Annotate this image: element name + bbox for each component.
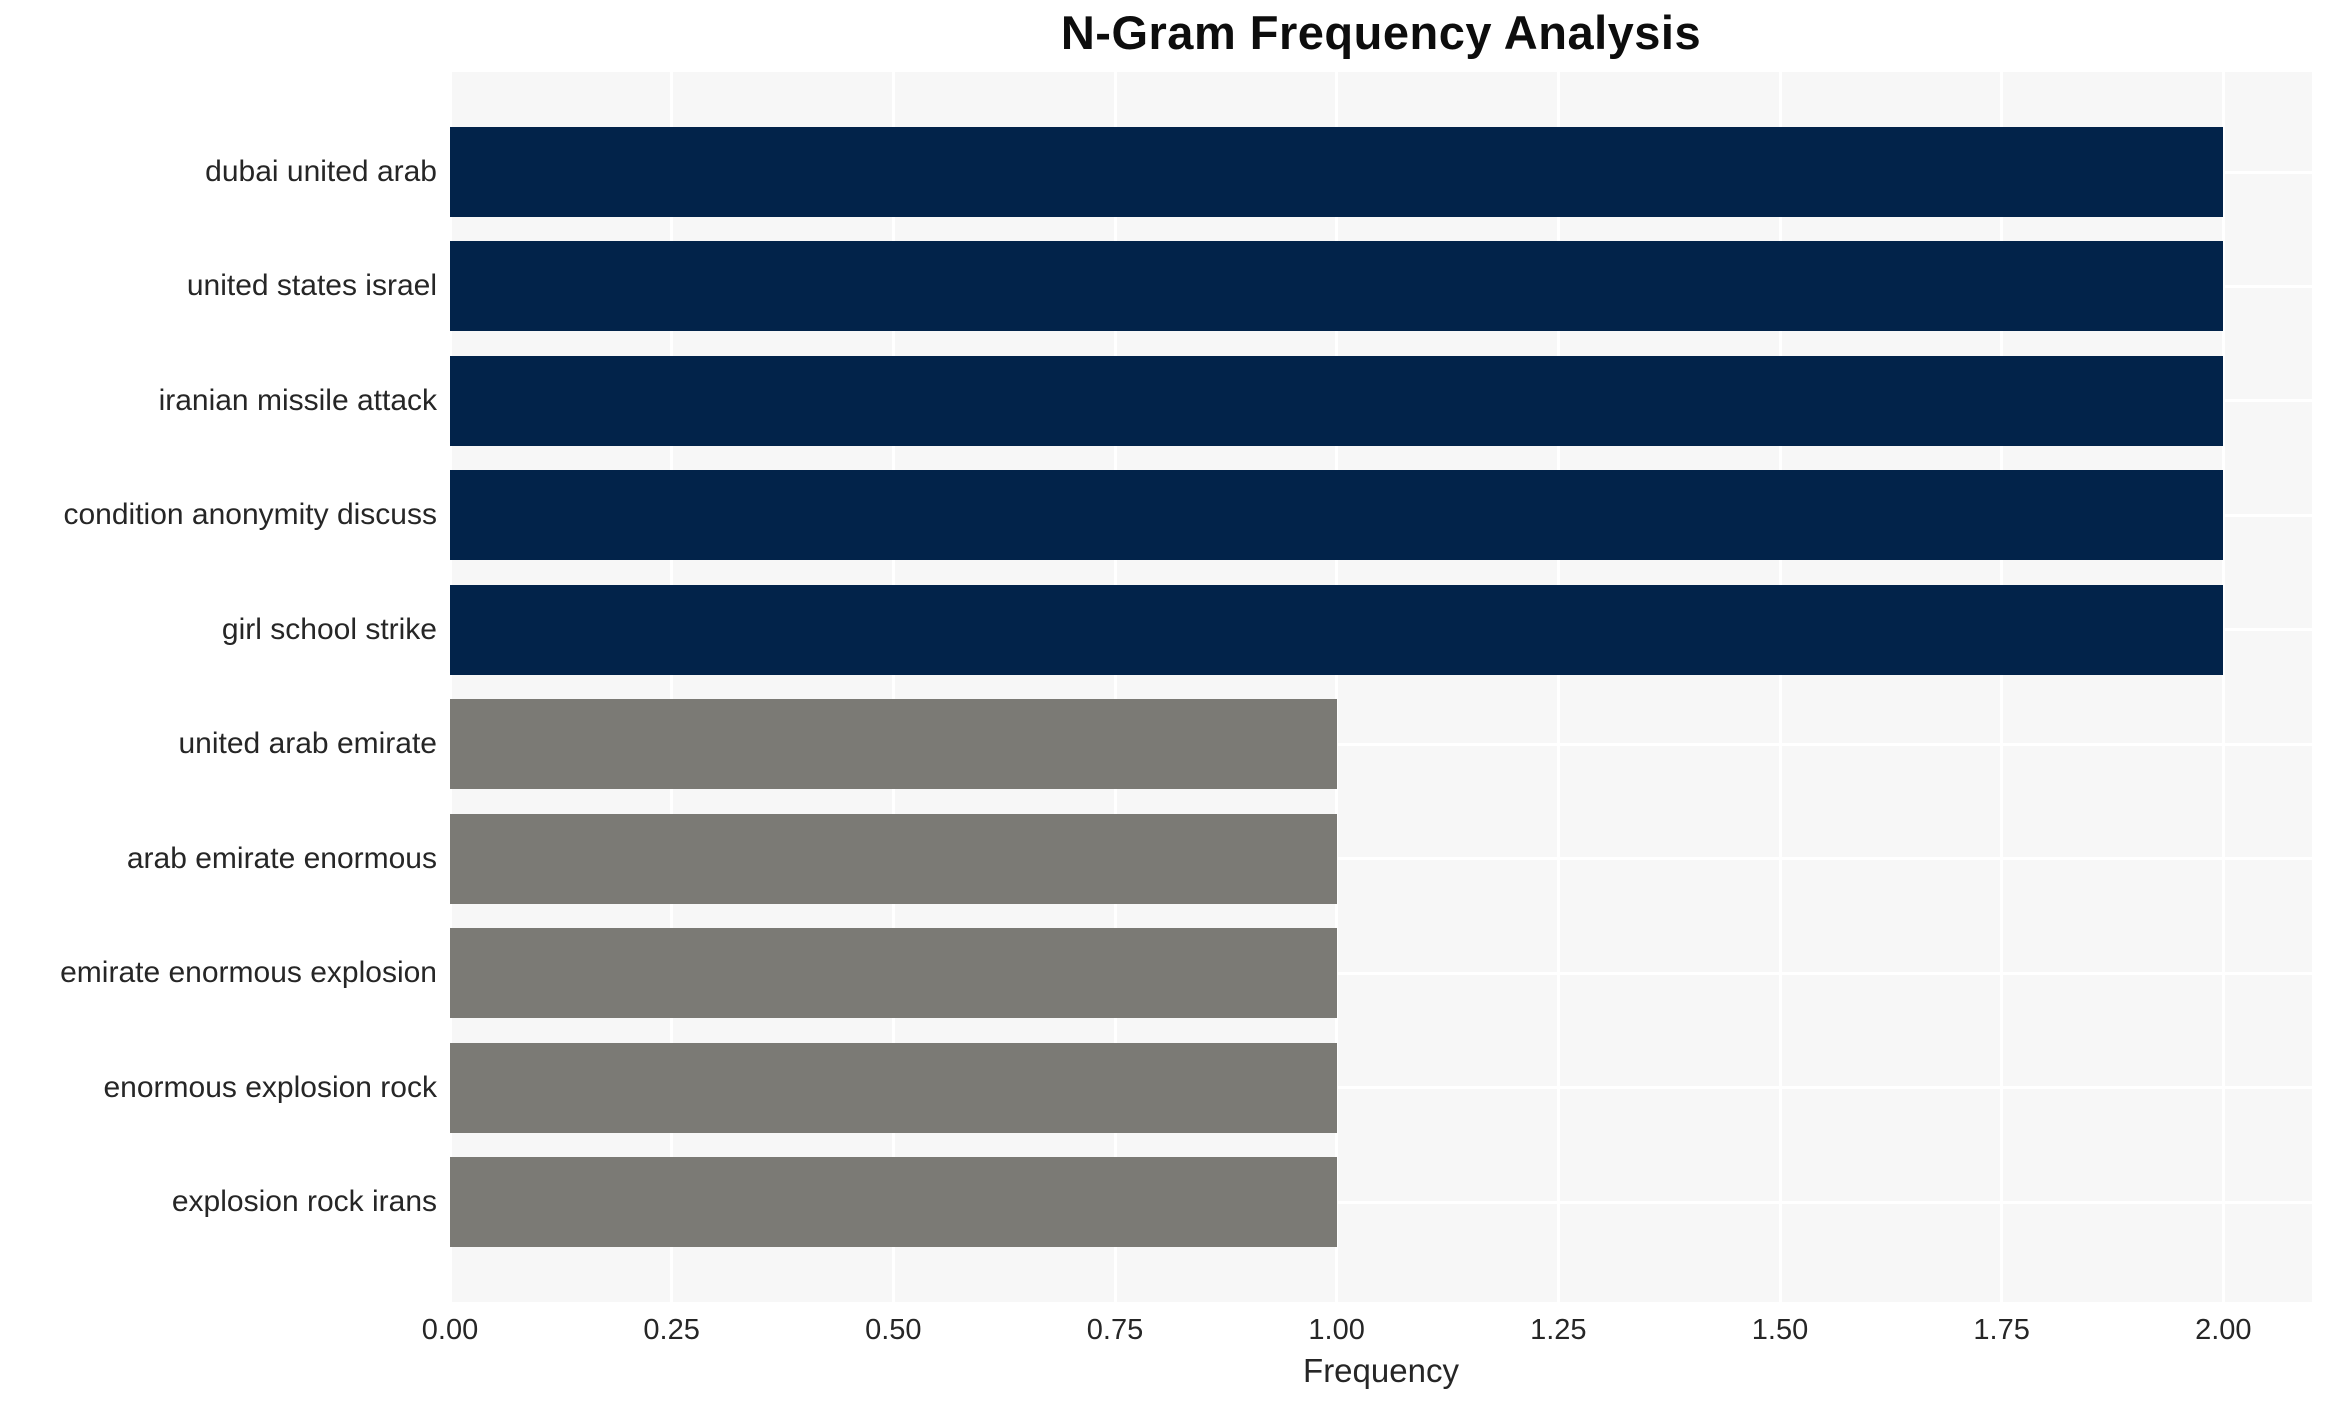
gridline-horizontal — [450, 1200, 2312, 1204]
gridline-horizontal — [450, 857, 2312, 861]
x-axis-label: Frequency — [1303, 1352, 1459, 1389]
bar-iranian-missile-attack — [450, 355, 2224, 446]
gridline-vertical — [1556, 72, 1560, 1302]
x-tick-label: 0.75 — [1086, 1314, 1144, 1346]
plot-area — [448, 72, 2312, 1302]
x-tick-label: 2.00 — [2195, 1314, 2252, 1346]
category-label-condition-anonymity-discuss: condition anonymity discuss — [63, 498, 437, 532]
gridline-vertical — [448, 72, 452, 1302]
gridline-vertical — [891, 72, 895, 1302]
category-label-girl-school-strike: girl school strike — [221, 612, 437, 646]
chart-title: N-Gram Frequency Analysis — [1060, 6, 1702, 59]
bar-emirate-enormous-explosion — [450, 928, 1337, 1019]
category-label-arab-emirate-enormous: arab emirate enormous — [126, 841, 437, 875]
bar-condition-anonymity-discuss — [450, 470, 2224, 561]
gridline-horizontal — [450, 1086, 2312, 1090]
gridline-horizontal — [450, 971, 2312, 975]
category-label-united-arab-emirate: united arab emirate — [178, 727, 438, 761]
bar-girl-school-strike — [450, 584, 2224, 675]
x-tick-label: 1.50 — [1751, 1314, 1809, 1346]
gridline-horizontal — [450, 742, 2312, 746]
bar-explosion-rock-irans — [450, 1157, 1337, 1247]
x-tick-label: 1.00 — [1308, 1314, 1365, 1346]
category-label-explosion-rock-irans: explosion rock irans — [171, 1185, 437, 1218]
gridline-vertical — [1113, 72, 1117, 1302]
bar-dubai-united-arab — [450, 127, 2224, 217]
x-tick-label: 0.25 — [643, 1314, 700, 1346]
x-tick-label: 1.75 — [1973, 1314, 2030, 1346]
gridline-vertical — [670, 72, 674, 1302]
x-tick-label: 0.50 — [865, 1314, 922, 1346]
x-tick-label: 0.00 — [421, 1314, 479, 1346]
y-axis-labels: dubai united arab united states israel ira… — [0, 72, 437, 1302]
category-label-iranian-missile-attack: iranian missile attack — [158, 383, 437, 417]
gridline-vertical — [1778, 72, 1782, 1302]
bar-united-states-israel — [450, 241, 2224, 332]
bar-arab-emirate-enormous — [450, 813, 1337, 904]
gridline-vertical — [1335, 72, 1339, 1302]
x-tick-label: 1.25 — [1530, 1314, 1587, 1346]
gridline-vertical — [2000, 72, 2004, 1302]
bar-enormous-explosion-rock — [450, 1042, 1337, 1133]
category-label-united-states-israel: united states israel — [186, 269, 437, 303]
category-label-enormous-explosion-rock: enormous explosion rock — [103, 1070, 437, 1104]
gridline-vertical — [2221, 72, 2225, 1302]
category-label-emirate-enormous-explosion: emirate enormous explosion — [60, 956, 437, 990]
bar-united-arab-emirate — [450, 699, 1337, 790]
category-label-dubai-united-arab: dubai united arab — [205, 155, 437, 188]
